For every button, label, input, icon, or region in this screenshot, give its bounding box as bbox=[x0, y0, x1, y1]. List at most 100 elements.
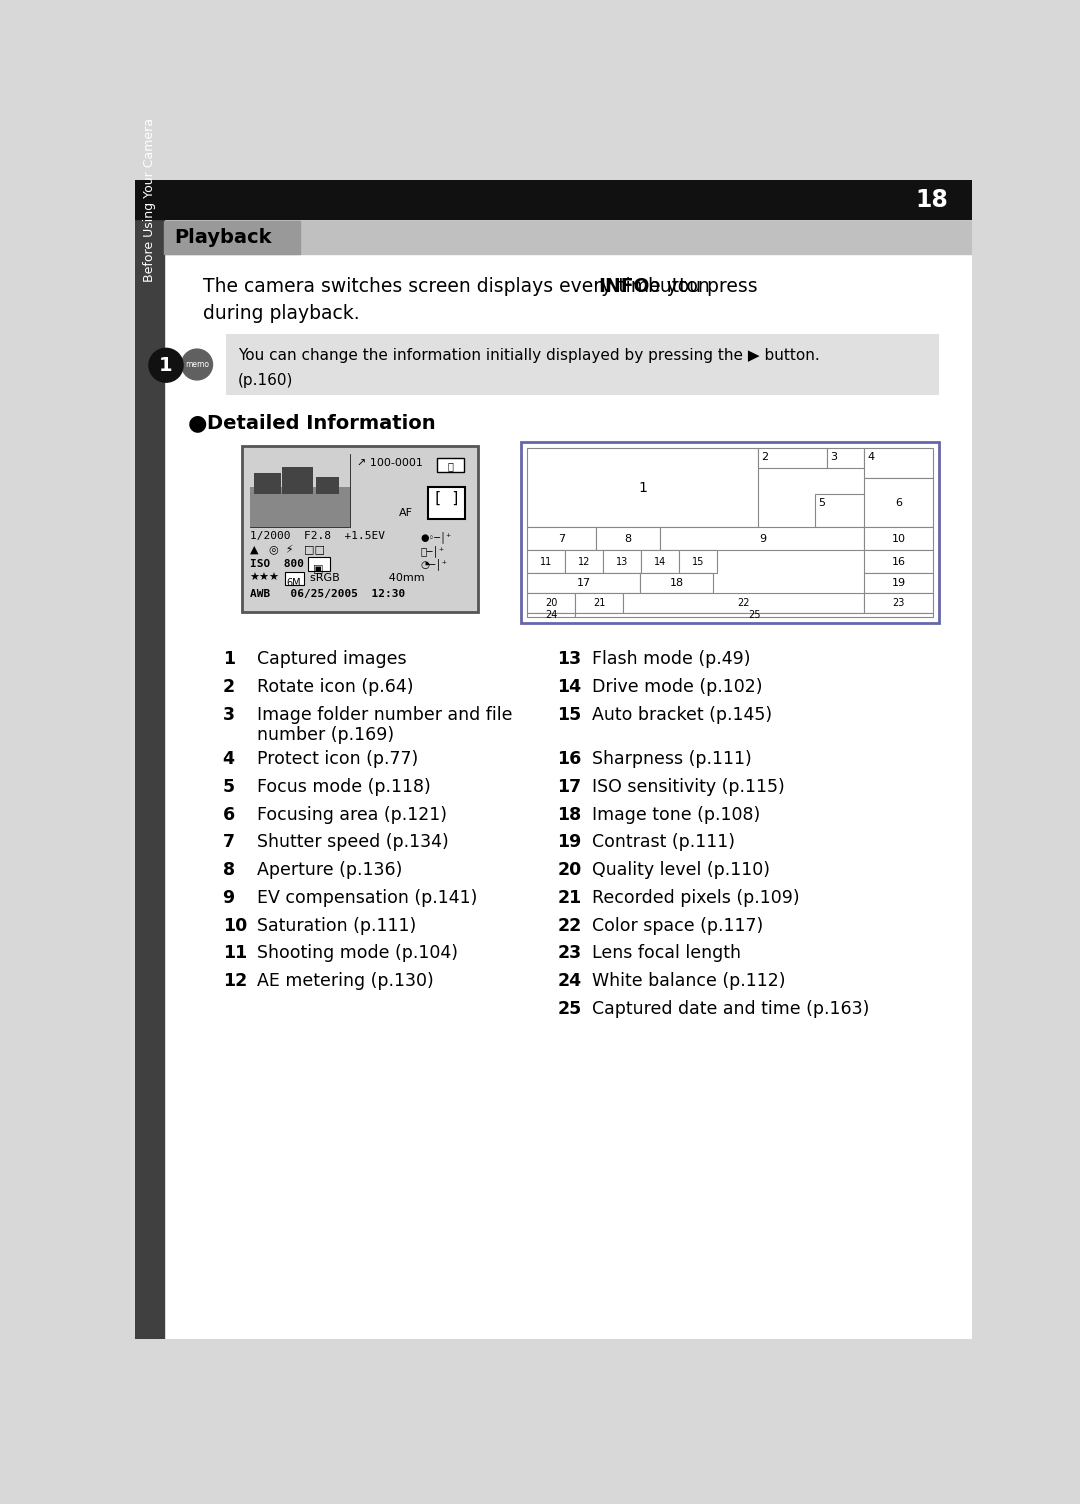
Text: 20: 20 bbox=[545, 599, 557, 608]
Text: 1: 1 bbox=[638, 481, 647, 495]
Bar bbox=[135, 180, 972, 220]
Text: Aperture (p.136): Aperture (p.136) bbox=[257, 862, 403, 880]
Text: sRGB              40mm: sRGB 40mm bbox=[310, 573, 424, 584]
Text: AF: AF bbox=[399, 508, 413, 517]
Text: 8: 8 bbox=[222, 862, 234, 880]
Text: Image tone (p.108): Image tone (p.108) bbox=[592, 806, 760, 824]
Text: memo: memo bbox=[185, 359, 210, 368]
Text: Rotate icon (p.64): Rotate icon (p.64) bbox=[257, 678, 414, 696]
Text: 14: 14 bbox=[653, 556, 666, 567]
Bar bbox=[827, 448, 864, 468]
Text: 6: 6 bbox=[222, 806, 234, 824]
Text: ●: ● bbox=[188, 414, 207, 433]
Text: 14: 14 bbox=[557, 678, 581, 696]
Text: 16: 16 bbox=[892, 556, 906, 567]
Text: 9: 9 bbox=[759, 534, 766, 543]
Bar bbox=[661, 526, 864, 550]
Text: Color space (p.117): Color space (p.117) bbox=[592, 916, 764, 934]
Text: 22: 22 bbox=[557, 916, 582, 934]
Text: 13: 13 bbox=[557, 650, 581, 668]
Text: during playback.: during playback. bbox=[203, 304, 360, 323]
Bar bbox=[249, 487, 350, 526]
Text: Ⓢ─│⁺: Ⓢ─│⁺ bbox=[420, 544, 445, 556]
Text: 15: 15 bbox=[692, 556, 704, 567]
Text: EV compensation (p.141): EV compensation (p.141) bbox=[257, 889, 477, 907]
Text: Shutter speed (p.134): Shutter speed (p.134) bbox=[257, 833, 449, 851]
Bar bbox=[315, 477, 339, 493]
Text: Lens focal length: Lens focal length bbox=[592, 945, 741, 963]
Text: Focus mode (p.118): Focus mode (p.118) bbox=[257, 778, 431, 796]
Text: Auto bracket (p.145): Auto bracket (p.145) bbox=[592, 705, 772, 723]
Text: 18: 18 bbox=[916, 188, 948, 212]
Text: ◔─│⁺: ◔─│⁺ bbox=[420, 558, 447, 570]
Text: 12: 12 bbox=[578, 556, 591, 567]
Text: ★★★: ★★★ bbox=[249, 573, 280, 584]
Bar bbox=[596, 526, 661, 550]
Bar bbox=[249, 454, 350, 526]
Text: You can change the information initially displayed by pressing the ▶ button.: You can change the information initially… bbox=[238, 349, 820, 364]
Text: Focusing area (p.121): Focusing area (p.121) bbox=[257, 806, 447, 824]
Text: ▣: ▣ bbox=[313, 564, 324, 575]
Text: (p.160): (p.160) bbox=[238, 373, 294, 388]
Bar bbox=[284, 573, 303, 585]
Text: 21: 21 bbox=[557, 889, 582, 907]
Text: 16: 16 bbox=[557, 750, 582, 769]
Text: 5: 5 bbox=[222, 778, 234, 796]
Text: 11: 11 bbox=[222, 945, 247, 963]
Text: Captured images: Captured images bbox=[257, 650, 407, 668]
Text: 25: 25 bbox=[557, 1000, 582, 1018]
Bar bbox=[527, 593, 576, 614]
Text: Protect icon (p.77): Protect icon (p.77) bbox=[257, 750, 419, 769]
Text: 6M: 6M bbox=[286, 578, 301, 588]
Text: Before Using Your Camera: Before Using Your Camera bbox=[144, 117, 157, 281]
Bar bbox=[308, 556, 329, 572]
Text: Detailed Information: Detailed Information bbox=[207, 414, 435, 433]
Bar bbox=[565, 550, 603, 573]
Text: button: button bbox=[642, 277, 710, 296]
Text: 19: 19 bbox=[557, 833, 582, 851]
Text: 17: 17 bbox=[557, 778, 581, 796]
Text: 10: 10 bbox=[222, 916, 247, 934]
Text: Recorded pixels (p.109): Recorded pixels (p.109) bbox=[592, 889, 800, 907]
Text: 6: 6 bbox=[895, 498, 902, 508]
Bar bbox=[864, 448, 933, 478]
Bar bbox=[815, 493, 896, 526]
Text: 1: 1 bbox=[222, 650, 234, 668]
Text: Quality level (p.110): Quality level (p.110) bbox=[592, 862, 770, 880]
Text: ISO sensitivity (p.115): ISO sensitivity (p.115) bbox=[592, 778, 785, 796]
Bar bbox=[135, 220, 164, 1339]
Text: Flash mode (p.49): Flash mode (p.49) bbox=[592, 650, 751, 668]
Bar bbox=[576, 593, 623, 614]
Bar bbox=[640, 573, 713, 593]
Text: Captured date and time (p.163): Captured date and time (p.163) bbox=[592, 1000, 869, 1018]
Bar bbox=[164, 221, 972, 254]
Text: number (p.169): number (p.169) bbox=[257, 725, 394, 743]
Circle shape bbox=[149, 349, 183, 382]
Text: The camera switches screen displays every time you press: The camera switches screen displays ever… bbox=[203, 277, 764, 296]
Bar bbox=[864, 550, 933, 573]
Bar bbox=[642, 550, 679, 573]
Text: 12: 12 bbox=[222, 972, 247, 990]
Bar bbox=[254, 472, 281, 493]
Bar bbox=[758, 448, 827, 468]
Text: ISO  800: ISO 800 bbox=[249, 558, 303, 569]
Text: 7: 7 bbox=[558, 534, 565, 543]
Text: 24: 24 bbox=[557, 972, 581, 990]
Text: 21: 21 bbox=[593, 599, 606, 608]
Bar bbox=[527, 448, 758, 526]
Text: Playback: Playback bbox=[174, 229, 271, 247]
Text: Saturation (p.111): Saturation (p.111) bbox=[257, 916, 417, 934]
Bar bbox=[864, 526, 933, 550]
Bar bbox=[227, 334, 940, 394]
Bar bbox=[428, 487, 465, 519]
Text: 2: 2 bbox=[222, 678, 234, 696]
Text: 17: 17 bbox=[577, 578, 591, 588]
Bar bbox=[576, 614, 933, 617]
Bar bbox=[527, 526, 596, 550]
Text: 23: 23 bbox=[892, 599, 905, 608]
Text: White balance (p.112): White balance (p.112) bbox=[592, 972, 786, 990]
Text: 2: 2 bbox=[761, 453, 768, 462]
Text: 3: 3 bbox=[222, 705, 234, 723]
Text: 19: 19 bbox=[892, 578, 906, 588]
Text: 25: 25 bbox=[748, 611, 760, 620]
